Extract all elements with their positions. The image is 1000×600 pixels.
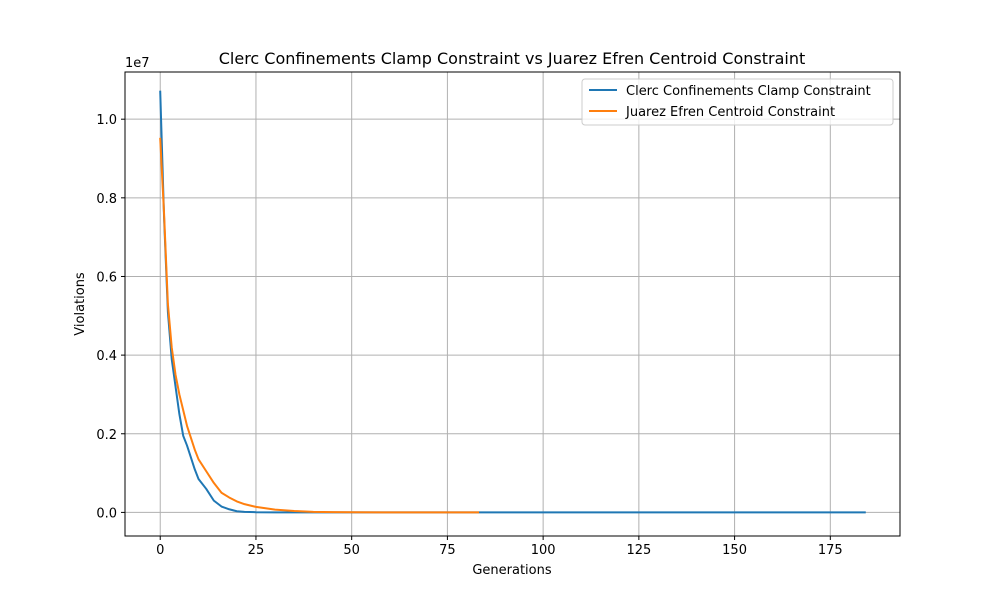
x-tick-label: 125 — [626, 543, 651, 558]
y-axis-offset-label: 1e7 — [125, 56, 150, 71]
x-tick-label: 50 — [343, 543, 360, 558]
chart-title: Clerc Confinements Clamp Constraint vs J… — [219, 49, 806, 68]
plot-area-background — [125, 72, 900, 536]
x-tick-label: 75 — [439, 543, 456, 558]
y-axis-label: Violations — [73, 272, 88, 336]
y-tick-label: 0.6 — [96, 270, 117, 285]
y-tick-label: 0.2 — [96, 428, 117, 443]
y-axis-ticks: 0.0 0.2 0.4 0.6 0.8 1.0 — [96, 113, 125, 521]
x-tick-label: 25 — [248, 543, 265, 558]
legend-entry-clerc: Clerc Confinements Clamp Constraint — [626, 84, 871, 99]
legend-box — [581, 78, 894, 126]
x-tick-label: 150 — [722, 543, 747, 558]
series-lines — [159, 90, 866, 514]
x-axis-ticks: 0 25 50 75 100 125 150 175 — [156, 536, 843, 558]
legend-entry-juarez: Juarez Efren Centroid Constraint — [625, 105, 835, 120]
x-axis-label: Generations — [472, 563, 552, 578]
x-tick-label: 0 — [156, 543, 164, 558]
series-line-1 — [159, 137, 480, 514]
legend: Clerc Confinements Clamp Constraint Juar… — [581, 78, 894, 126]
y-tick-label: 0.4 — [96, 349, 117, 364]
x-tick-label: 175 — [818, 543, 843, 558]
plot-frame — [124, 71, 901, 537]
y-tick-label: 0.8 — [96, 192, 117, 207]
x-tick-label: 100 — [531, 543, 556, 558]
y-tick-label: 1.0 — [96, 113, 117, 128]
y-tick-label: 0.0 — [96, 506, 117, 521]
